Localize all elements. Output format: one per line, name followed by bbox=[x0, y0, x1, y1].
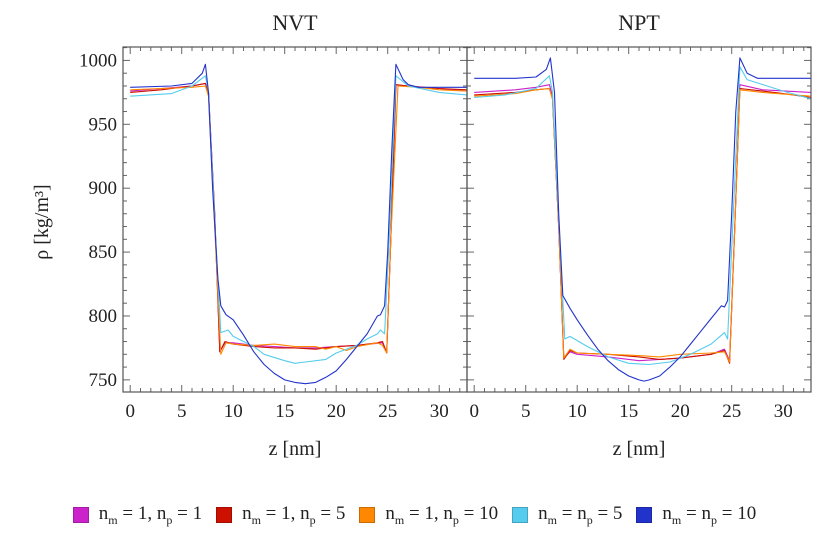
legend-label: nm = 1, np = 10 bbox=[385, 503, 499, 527]
legend-label: nm = 1, np = 5 bbox=[242, 503, 346, 527]
y-tick-label: 900 bbox=[89, 178, 118, 199]
y-tick-label: 850 bbox=[89, 242, 118, 263]
series-line-mp10 bbox=[130, 63, 467, 385]
x-tick-label: 5 bbox=[521, 401, 531, 422]
x-tick-label: 15 bbox=[275, 401, 294, 422]
series-line-mp5 bbox=[130, 75, 468, 364]
x-tick-label: 25 bbox=[722, 401, 741, 422]
legend-swatch bbox=[512, 507, 529, 524]
legend-item-m1p5: nm = 1, np = 5 bbox=[216, 503, 345, 528]
y-tick-label: 750 bbox=[89, 370, 118, 391]
panel-npt: NPT 0 5 10 15 20 25 30 z [nm] bbox=[466, 10, 812, 460]
series-line-mp5 bbox=[474, 66, 812, 366]
x-tick-label: 10 bbox=[568, 401, 587, 422]
legend-swatch bbox=[72, 507, 89, 524]
y-tick-label: 800 bbox=[89, 306, 118, 327]
x-tick-label: 25 bbox=[378, 401, 397, 422]
series-line-m1p10 bbox=[474, 87, 812, 363]
y-tick-label: 1000 bbox=[79, 50, 117, 71]
series-line-m1p10 bbox=[130, 85, 468, 355]
legend-label: nm = 1, np = 1 bbox=[98, 503, 203, 527]
x-tick-label: 20 bbox=[327, 401, 346, 422]
legend-swatch bbox=[636, 507, 653, 524]
x-tick-label: 30 bbox=[430, 401, 449, 422]
series-line-m1p5 bbox=[474, 87, 812, 364]
x-tick-label: 5 bbox=[177, 401, 187, 422]
panel-title: NVT bbox=[272, 10, 318, 35]
legend-item-mp5: nm = np = 5 bbox=[512, 503, 622, 528]
legend-item-mp10: nm = np = 10 bbox=[636, 503, 756, 528]
legend-swatch bbox=[216, 507, 233, 524]
series-line-m1p1 bbox=[130, 82, 468, 354]
x-tick-label: 10 bbox=[224, 401, 243, 422]
x-tick-label: 15 bbox=[619, 401, 638, 422]
legend-label: nm = np = 10 bbox=[662, 503, 757, 527]
panel-nvt: NVT 0 5 10 15 20 25 30 750 800 850 900 950 1000 z [nm] bbox=[79, 10, 468, 460]
legend-item-m1p1: nm = 1, np = 1 bbox=[72, 503, 203, 528]
y-axis-label: ρ [kg/m³] bbox=[31, 184, 53, 259]
x-axis-label: z [nm] bbox=[269, 438, 322, 460]
x-tick-label: 0 bbox=[469, 401, 479, 422]
x-tick-label: 30 bbox=[774, 401, 793, 422]
series-line-mp10 bbox=[474, 57, 811, 382]
legend: nm = 1, np = 1 nm = 1, np = 5 nm = 1, np =… bbox=[0, 503, 829, 528]
legend-item-m1p10: nm = 1, np = 10 bbox=[359, 503, 498, 528]
legend-swatch bbox=[359, 507, 376, 524]
legend-label: nm = np = 5 bbox=[538, 503, 623, 527]
y-tick-label: 950 bbox=[89, 114, 118, 135]
plot-frame bbox=[466, 46, 812, 393]
x-axis-label: z [nm] bbox=[613, 438, 666, 460]
series-line-m1p1 bbox=[474, 84, 812, 362]
plot-frame bbox=[122, 46, 468, 393]
panel-title: NPT bbox=[618, 10, 660, 35]
series-line-m1p5 bbox=[130, 82, 468, 354]
x-tick-label: 0 bbox=[125, 401, 135, 422]
x-tick-label: 20 bbox=[671, 401, 690, 422]
